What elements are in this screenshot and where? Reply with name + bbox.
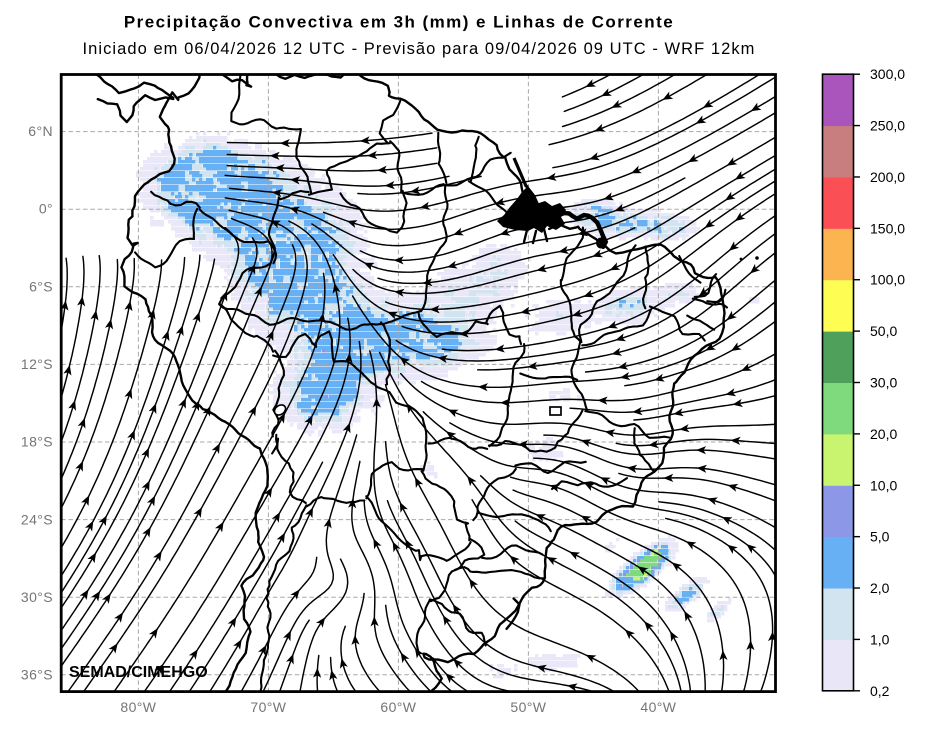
svg-text:300,0: 300,0: [870, 66, 905, 82]
svg-text:2,0: 2,0: [870, 580, 890, 596]
svg-text:40°W: 40°W: [640, 699, 676, 715]
svg-text:6°S: 6°S: [29, 279, 53, 295]
svg-text:150,0: 150,0: [870, 220, 905, 236]
svg-text:50°W: 50°W: [510, 699, 546, 715]
svg-text:36°S: 36°S: [21, 667, 53, 683]
svg-text:80°W: 80°W: [120, 699, 156, 715]
svg-text:6°N: 6°N: [28, 123, 53, 139]
svg-text:50,0: 50,0: [870, 323, 897, 339]
svg-text:10,0: 10,0: [870, 477, 897, 493]
svg-text:250,0: 250,0: [870, 118, 905, 134]
svg-text:Iniciado em 06/04/2026 12 UTC: Iniciado em 06/04/2026 12 UTC - Previsão…: [83, 40, 756, 58]
svg-text:0,2: 0,2: [870, 683, 890, 699]
svg-text:200,0: 200,0: [870, 169, 905, 185]
svg-text:Precipitação Convectiva em 3h: Precipitação Convectiva em 3h (mm) e Lin…: [124, 13, 674, 32]
svg-text:60°W: 60°W: [380, 699, 416, 715]
svg-text:70°W: 70°W: [250, 699, 286, 715]
svg-text:1,0: 1,0: [870, 631, 890, 647]
svg-text:20,0: 20,0: [870, 426, 897, 442]
svg-text:100,0: 100,0: [870, 272, 905, 288]
svg-text:18°S: 18°S: [21, 434, 53, 450]
svg-text:5,0: 5,0: [870, 529, 890, 545]
svg-text:SEMAD/CIMEHGO: SEMAD/CIMEHGO: [69, 664, 208, 681]
svg-text:0°: 0°: [39, 201, 53, 217]
svg-text:12°S: 12°S: [21, 356, 53, 372]
svg-text:30,0: 30,0: [870, 375, 897, 391]
svg-text:24°S: 24°S: [21, 511, 53, 527]
svg-text:30°S: 30°S: [21, 589, 53, 605]
